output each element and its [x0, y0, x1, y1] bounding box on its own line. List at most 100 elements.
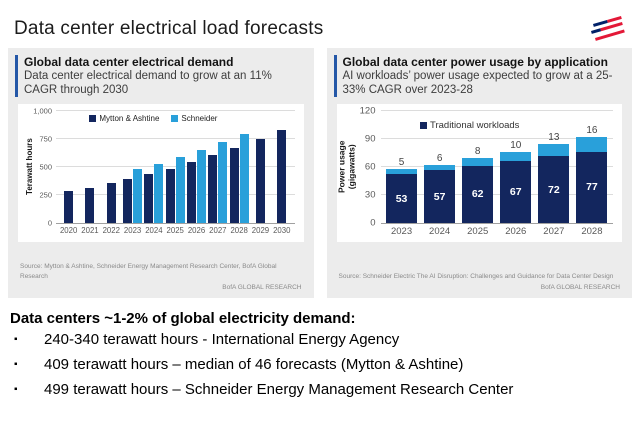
- bar-group: [229, 111, 250, 224]
- bar: [133, 168, 143, 224]
- legend-label: Mytton & Ashtine: [99, 114, 160, 124]
- y-tick-label: 0: [370, 217, 376, 229]
- charts-row: Global data center electrical demand Dat…: [0, 48, 640, 298]
- bullet-text: 409 terawatt hours – median of 46 foreca…: [44, 356, 464, 373]
- bar-value-label: 5: [398, 157, 405, 169]
- brand-text: BofA GLOBAL RESEARCH: [222, 283, 302, 291]
- bar-group: [143, 111, 164, 224]
- bar-group: 8 62: [459, 111, 497, 224]
- source-block: Source: Mytton & Ashtine, Schneider Ener…: [20, 262, 302, 293]
- bars-layer: 5 53 6 57 8 62 10 67 13 72 16 77: [381, 111, 614, 224]
- stacked-bar: 13 72: [538, 111, 570, 224]
- gridline: [380, 194, 613, 196]
- bar-value-label: 6: [436, 152, 443, 164]
- y-tick-label: 30: [364, 189, 376, 201]
- bar-group: 10 67: [497, 111, 535, 224]
- bar: [218, 141, 228, 224]
- bar-segment: [424, 164, 456, 171]
- bar-group: [186, 111, 207, 224]
- legend-label: Traditional workloads: [430, 120, 520, 132]
- bullet-icon: ▪: [14, 334, 18, 345]
- legend-swatch-icon: [89, 115, 97, 123]
- bank-of-america-logo-icon: [591, 16, 625, 41]
- bar-group: [79, 111, 100, 224]
- bar: [208, 155, 218, 224]
- bar: [154, 163, 164, 224]
- x-tick-label: 2024: [429, 226, 451, 238]
- bar: [239, 133, 249, 224]
- legend-label: Schneider: [181, 114, 218, 124]
- bar: [123, 179, 133, 224]
- x-tick-label: 2022: [102, 226, 120, 236]
- bar: [144, 174, 154, 224]
- chart-power-usage: Power usage (gigawatts) 0 30 60 90 120 5 53 6 57…: [336, 104, 622, 243]
- bars-layer: [56, 111, 295, 224]
- bar-segment: 53: [386, 173, 418, 224]
- gridline: [56, 110, 295, 112]
- bar-segment: 57: [424, 170, 456, 224]
- plot-area: 0 250 500 750 1,000 2020 2021 2022 2023 2024 2025 2…: [33, 107, 295, 235]
- x-tick-label: 2029: [251, 226, 270, 236]
- bar-segment: [462, 158, 494, 166]
- y-tick-label: 0: [47, 218, 52, 228]
- bar-value-label: 10: [510, 139, 522, 151]
- bar-segment: 67: [500, 160, 532, 224]
- bar-segment: [386, 169, 418, 174]
- brand-text: BofA GLOBAL RESEARCH: [540, 283, 620, 291]
- legend-item: Schneider: [171, 114, 217, 123]
- stacked-bar: 10 67: [500, 111, 532, 224]
- legend-swatch-icon: [420, 122, 428, 130]
- bullet-icon: ▪: [14, 384, 18, 395]
- slide-header: Data center electrical load forecasts: [0, 0, 640, 48]
- panel-power-usage: Global data center power usage by applic…: [326, 48, 632, 298]
- legend-item: Mytton & Ashtine: [89, 114, 159, 123]
- bar-group: 6 57: [421, 111, 459, 224]
- x-axis-labels: 2020 2021 2022 2023 2024 2025 2026 2027 2028 2029…: [56, 226, 295, 235]
- panel-title: Global data center power usage by applic…: [342, 55, 608, 69]
- x-tick-label: 2020: [59, 226, 78, 236]
- bar: [106, 182, 116, 224]
- panel-subtitle: Data center electrical demand to grow at…: [24, 70, 272, 97]
- x-tick-label: 2028: [581, 226, 603, 238]
- panel-subtitle: AI workloads’ power usage expected to gr…: [342, 70, 613, 97]
- y-tick-label: 1,000: [33, 106, 52, 116]
- bar-segment: [538, 144, 570, 157]
- bar: [85, 187, 95, 224]
- gridline: [56, 194, 295, 196]
- y-tick-label: 90: [364, 133, 376, 145]
- bar-segment: 62: [462, 165, 494, 224]
- y-tick-label: 500: [39, 162, 52, 172]
- bullet-icon: ▪: [14, 359, 18, 370]
- bar-group: [101, 111, 122, 224]
- bullet-text: 240-340 terawatt hours - International E…: [44, 331, 400, 348]
- panel-header: Global data center power usage by applic…: [333, 55, 625, 98]
- bar-segment: [576, 136, 608, 152]
- bar-segment: [500, 151, 532, 161]
- x-tick-label: 2027: [543, 226, 565, 238]
- bar: [64, 190, 74, 224]
- x-tick-label: 2027: [209, 226, 227, 236]
- bar-segment: 77: [576, 151, 608, 224]
- bullet-item: ▪ 240-340 terawatt hours - International…: [14, 331, 626, 349]
- x-tick-label: 2023: [390, 226, 413, 238]
- bullet-text: 499 terawatt hours – Schneider Energy Ma…: [44, 381, 514, 398]
- bar-group: [58, 111, 79, 224]
- source-block: Source: Schneider Electric The AI Disrup…: [339, 272, 621, 293]
- x-tick-label: 2021: [81, 226, 99, 236]
- bar-segment: 72: [538, 156, 570, 224]
- summary-heading: Data centers ~1-2% of global electricity…: [10, 310, 356, 327]
- bullet-item: ▪ 499 terawatt hours – Schneider Energy …: [14, 381, 626, 399]
- bar: [229, 148, 239, 224]
- stacked-bar: 8 62: [462, 111, 494, 224]
- x-tick-label: 2026: [505, 226, 527, 238]
- stacked-bar: 16 77: [576, 111, 608, 224]
- bar-group: 13 72: [535, 111, 573, 224]
- bar: [277, 129, 287, 224]
- gridline: [380, 138, 613, 140]
- source-text: Source: Mytton & Ashtine, Schneider Ener…: [20, 262, 277, 281]
- y-tick-label: 750: [39, 134, 52, 144]
- gridline: [380, 110, 613, 112]
- legend-swatch-icon: [171, 115, 179, 123]
- bar: [187, 162, 197, 224]
- legend: Mytton & Ashtine Schneider: [89, 114, 217, 123]
